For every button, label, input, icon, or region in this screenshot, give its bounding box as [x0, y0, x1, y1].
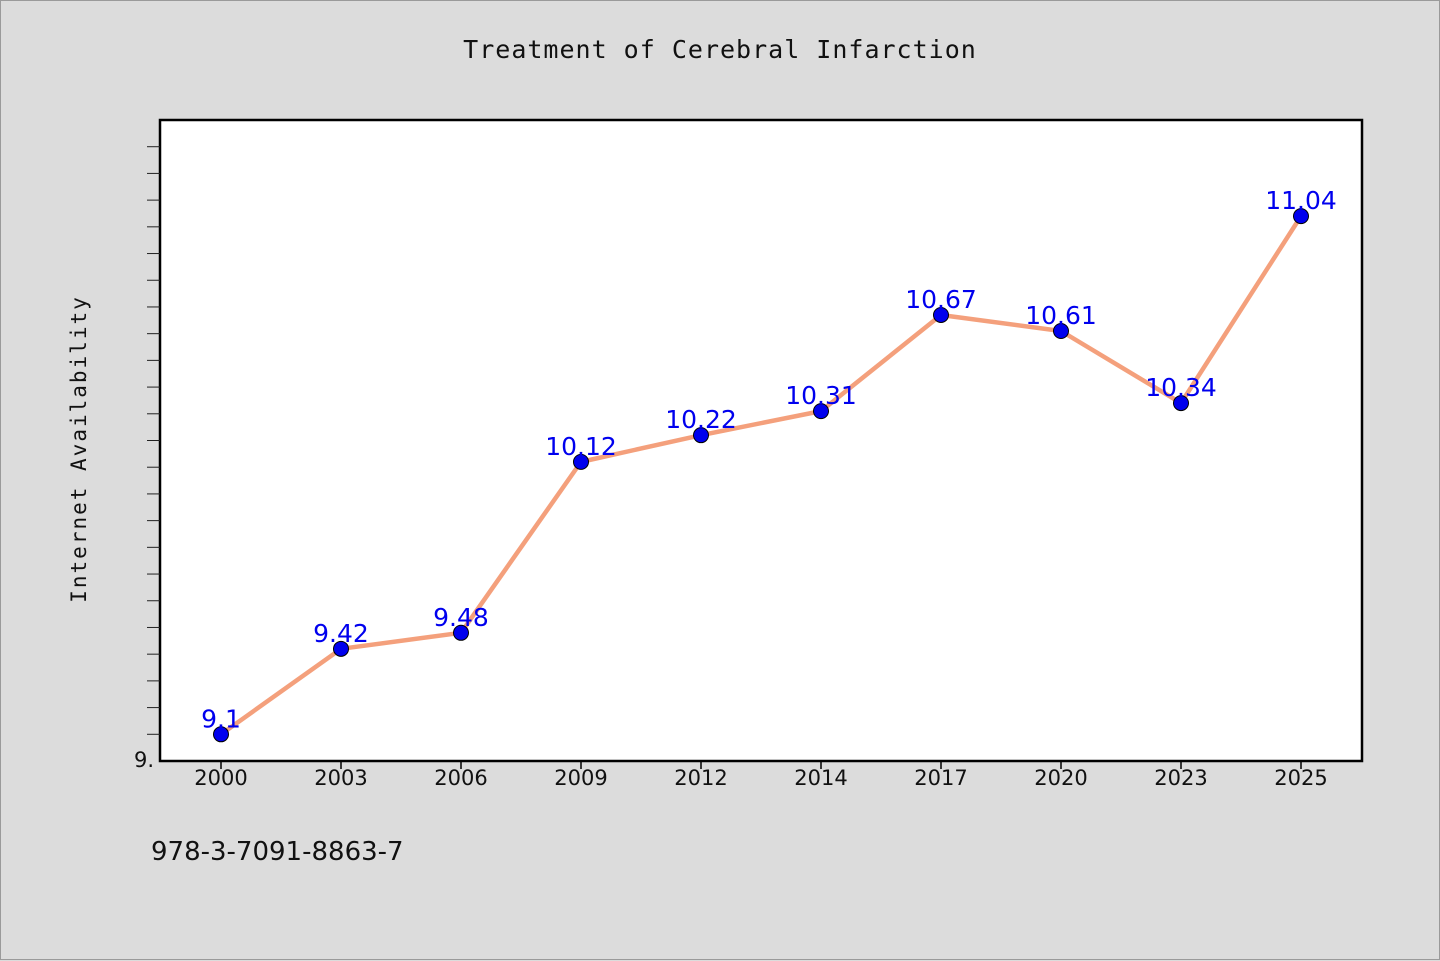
x-tick-label: 2014	[794, 766, 847, 790]
data-label: 10.61	[1025, 301, 1097, 330]
x-tick-label: 2009	[554, 766, 607, 790]
series-line	[219, 214, 1303, 737]
data-label: 10.22	[665, 405, 737, 434]
data-label: 10.67	[905, 285, 977, 314]
chart-title: Treatment of Cerebral Infarction	[463, 35, 977, 64]
data-point	[573, 453, 589, 470]
data-point	[693, 427, 709, 444]
x-tick-label: 2020	[1034, 766, 1087, 790]
data-point	[1293, 208, 1309, 225]
data-label: 9.48	[433, 603, 489, 632]
data-point	[1173, 395, 1189, 412]
data-point	[333, 640, 349, 657]
data-label: 10.12	[545, 432, 617, 461]
data-point	[453, 624, 469, 641]
x-tick-label: 2003	[314, 766, 367, 790]
x-tick-label: 2025	[1274, 766, 1327, 790]
data-point	[933, 306, 949, 323]
data-point	[813, 403, 829, 420]
x-tick-label: 2006	[434, 766, 487, 790]
data-label: 10.34	[1145, 373, 1217, 402]
data-point	[1053, 322, 1069, 339]
data-label: 10.31	[785, 381, 857, 410]
data-label: 11.04	[1265, 186, 1337, 215]
footer-code: 978-3-7091-8863-7	[151, 837, 404, 867]
plot-area	[158, 118, 1364, 763]
x-tick-label: 2023	[1154, 766, 1207, 790]
x-tick-label: 2000	[194, 766, 247, 790]
x-tick-label: 2017	[914, 766, 967, 790]
data-label: 9.42	[313, 619, 369, 648]
data-point	[213, 726, 229, 743]
y-tick-label: 9.	[134, 748, 154, 772]
x-tick-label: 2012	[674, 766, 727, 790]
data-label: 9.1	[201, 704, 241, 733]
